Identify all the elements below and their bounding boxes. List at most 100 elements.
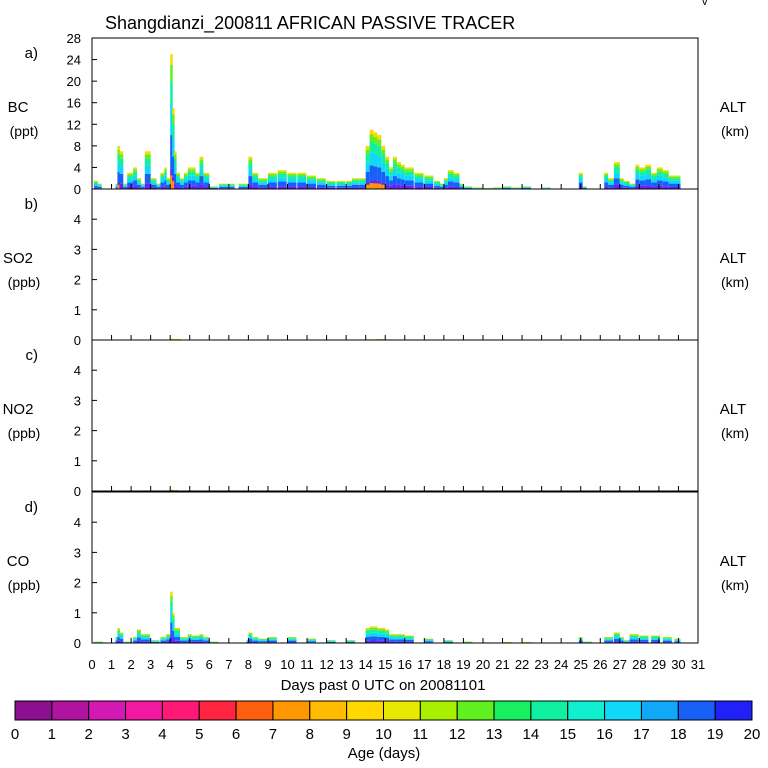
data-bar-a-67-4: [459, 184, 464, 185]
data-bar-a-24-3: [187, 171, 192, 176]
data-bar-a-52-2: [377, 155, 382, 168]
data-bar-d-26-4: [307, 638, 316, 640]
data-bar-a-23-5: [183, 172, 188, 175]
data-bar-d-11-1: [170, 622, 173, 636]
data-bar-a-47-0: [352, 187, 360, 189]
data-bar-d-51-2: [662, 639, 672, 641]
data-bar-a-62-1: [434, 185, 440, 188]
data-bar-a-39-0: [277, 186, 287, 189]
x-tick-label-7: 7: [225, 657, 232, 672]
data-bar-d-33-1: [389, 639, 397, 642]
data-bar-a-93-3: [662, 173, 669, 178]
data-bar-d-33-4: [389, 634, 397, 636]
data-bar-d-48-4: [629, 634, 639, 636]
data-bar-d-10-0: [166, 641, 171, 643]
data-bar-a-58-2: [400, 173, 405, 180]
data-bar-a-24-1: [187, 180, 192, 186]
data-bar-d-6-4: [137, 630, 141, 633]
data-bar-a-11-0: [144, 183, 151, 189]
data-bar-a-88-2: [635, 173, 640, 180]
data-bar-a-95-2: [674, 180, 681, 184]
data-bar-d-24-4: [267, 637, 277, 639]
y-tick-label-a-1: 4: [74, 160, 81, 175]
data-bar-a-86-5: [623, 180, 630, 182]
colorbar-tick-5: 5: [195, 726, 203, 743]
data-bar-a-8-4: [133, 169, 137, 172]
x-tick-label-10: 10: [280, 657, 294, 672]
data-bar-a-25-2: [191, 175, 196, 181]
panel-d-frame: [91, 491, 699, 644]
data-bar-a-40-1: [287, 182, 297, 187]
data-bar-d-32-3: [385, 632, 390, 635]
x-tick-label-0: 0: [88, 657, 95, 672]
data-bar-d-32-2: [385, 634, 390, 638]
data-bar-a-27-2: [199, 168, 204, 177]
data-bar-a-22-1: [180, 184, 184, 188]
colorbar-swatch-6: [235, 700, 274, 721]
data-bar-a-82-1: [604, 182, 609, 187]
data-bar-a-7-2: [127, 178, 134, 183]
data-bar-d-17-0: [199, 641, 204, 643]
data-bar-d-3-3: [119, 634, 124, 637]
data-bar-a-13-1: [156, 186, 161, 189]
data-bar-a-52-4: [377, 139, 382, 146]
data-bar-a-85-0: [619, 187, 624, 189]
data-bar-a-60-0: [414, 186, 424, 189]
data-bar-d-17-4: [199, 634, 204, 636]
data-bar-a-87-3: [629, 184, 636, 186]
x-tick-label-9: 9: [264, 657, 271, 672]
colorbar-swatch-11: [419, 700, 458, 721]
data-bar-a-79-1: [582, 187, 587, 189]
data-bar-d-1-3: [115, 638, 118, 640]
data-bar-d-46-1: [619, 640, 624, 643]
colorbar-swatch-0: [14, 700, 53, 721]
data-bar-a-46-3: [346, 182, 352, 184]
data-bar-a-34-3: [246, 184, 249, 186]
data-bar-a-42-3: [307, 178, 316, 181]
data-bar-a-53-1: [381, 171, 386, 183]
data-bar-d-23-1: [258, 641, 268, 643]
data-bar-a-94-0: [668, 186, 675, 189]
data-bar-a-38-3: [267, 176, 277, 179]
data-bar-a-92-5: [656, 167, 663, 170]
data-bar-a-9-1: [137, 184, 141, 188]
data-bar-d-36-4: [424, 638, 434, 640]
data-bar-a-17-4: [168, 179, 171, 181]
y-tick-label-c-0: 0: [74, 484, 81, 499]
data-bar-a-40-0: [287, 186, 297, 189]
x-axis-label: Days past 0 UTC on 20081101: [281, 677, 486, 694]
data-bar-d-52-2: [674, 640, 681, 642]
data-bar-a-14-3: [160, 176, 165, 179]
data-bar-a-12-3: [150, 180, 157, 183]
data-bar-d-34-1: [397, 639, 405, 642]
data-bar-a-34-1: [246, 186, 249, 189]
colorbar-tick-7: 7: [269, 726, 277, 743]
data-bar-d-42-4: [578, 637, 583, 639]
y-tick-label-d-3: 3: [74, 545, 81, 560]
data-bar-a-43-1: [316, 184, 326, 188]
data-bar-d-14-4: [180, 637, 188, 639]
data-bar-a-91-1: [651, 182, 657, 187]
data-bar-a-3-1: [115, 186, 118, 189]
data-bar-a-15-4: [164, 169, 167, 172]
data-bar-d-11-2: [170, 611, 173, 623]
data-bar-d-13-4: [174, 629, 180, 631]
colorbar-tick-6: 6: [232, 726, 240, 743]
data-bar-a-83-1: [608, 184, 614, 188]
data-bar-a-61-3: [424, 178, 434, 181]
data-bar-a-15-1: [164, 180, 167, 186]
data-bar-d-36-2: [424, 640, 434, 642]
data-bar-a-41-4: [297, 174, 307, 177]
colorbar-tick-2: 2: [85, 726, 93, 743]
data-bar-a-8-3: [133, 171, 137, 176]
data-bar-a-57-3: [397, 167, 401, 173]
data-bar-a-6-4: [123, 184, 128, 185]
data-bar-a-17-5: [168, 178, 171, 180]
data-bar-a-84-4: [613, 164, 620, 168]
data-bar-a-91-2: [651, 178, 657, 183]
data-bar-d-48-5: [629, 633, 639, 635]
panel-d-right-unit: (km): [721, 577, 749, 593]
colorbar-tick-3: 3: [121, 726, 129, 743]
data-bar-d-31-4: [377, 629, 386, 631]
panel-b-frame: [91, 188, 699, 341]
